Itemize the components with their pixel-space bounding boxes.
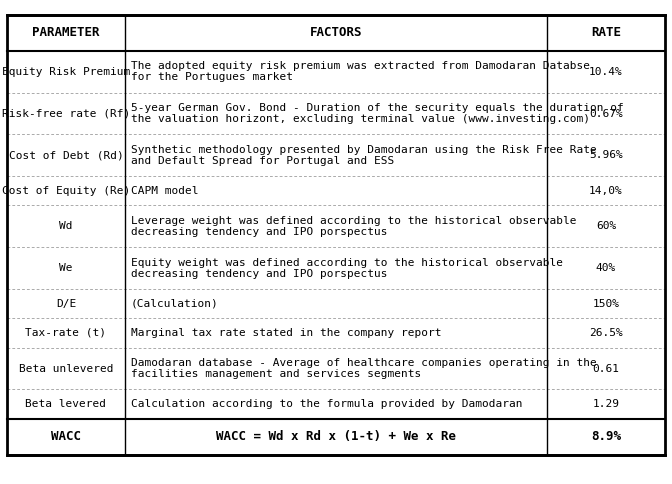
Text: 10.4%: 10.4% — [589, 67, 623, 77]
Text: facilities management and services segments: facilities management and services segme… — [130, 369, 421, 379]
Text: Leverage weight was defined according to the historical observable: Leverage weight was defined according to… — [130, 216, 576, 226]
Text: FACTORS: FACTORS — [310, 26, 362, 39]
Text: 0.67%: 0.67% — [589, 108, 623, 119]
Text: Synthetic methodology presented by Damodaran using the Risk Free Rate: Synthetic methodology presented by Damod… — [130, 145, 596, 155]
Text: Tax-rate (t): Tax-rate (t) — [26, 328, 106, 338]
Text: and Default Spread for Portugal and ESS: and Default Spread for Portugal and ESS — [130, 156, 394, 166]
Text: 40%: 40% — [596, 263, 616, 273]
Text: Marginal tax rate stated in the company report: Marginal tax rate stated in the company … — [130, 328, 441, 338]
Text: (Calculation): (Calculation) — [130, 299, 218, 309]
Text: 150%: 150% — [593, 299, 620, 309]
Text: 0.61: 0.61 — [593, 363, 620, 374]
Text: D/E: D/E — [56, 299, 76, 309]
Text: Beta levered: Beta levered — [26, 399, 106, 409]
Text: Wd: Wd — [59, 221, 73, 231]
Text: RATE: RATE — [591, 26, 621, 39]
Text: Calculation according to the formula provided by Damodaran: Calculation according to the formula pro… — [130, 399, 522, 409]
Text: Cost of Debt (Rd): Cost of Debt (Rd) — [9, 151, 124, 160]
Text: 26.5%: 26.5% — [589, 328, 623, 338]
Text: 5-year German Gov. Bond - Duration of the security equals the duration of: 5-year German Gov. Bond - Duration of th… — [130, 103, 624, 113]
Text: the valuation horizont, excluding terminal value (www.investing.com): the valuation horizont, excluding termin… — [130, 114, 589, 124]
Text: Risk-free rate (Rf): Risk-free rate (Rf) — [2, 108, 130, 119]
Text: Equity weight was defined according to the historical observable: Equity weight was defined according to t… — [130, 258, 562, 268]
Text: 60%: 60% — [596, 221, 616, 231]
Text: WACC = Wd x Rd x (1-t) + We x Re: WACC = Wd x Rd x (1-t) + We x Re — [216, 430, 456, 443]
Text: The adopted equity risk premium was extracted from Damodaran Databse: The adopted equity risk premium was extr… — [130, 61, 589, 72]
Text: Cost of Equity (Re): Cost of Equity (Re) — [2, 186, 130, 196]
Text: 1.29: 1.29 — [593, 399, 620, 409]
Text: WACC: WACC — [51, 430, 81, 443]
Text: 5.96%: 5.96% — [589, 151, 623, 160]
Text: decreasing tendency and IPO porspectus: decreasing tendency and IPO porspectus — [130, 269, 387, 278]
Text: 14,0%: 14,0% — [589, 186, 623, 196]
Text: Beta unlevered: Beta unlevered — [19, 363, 114, 374]
Text: decreasing tendency and IPO porspectus: decreasing tendency and IPO porspectus — [130, 227, 387, 237]
Text: We: We — [59, 263, 73, 273]
Text: Equity Risk Premium: Equity Risk Premium — [2, 67, 130, 77]
Text: PARAMETER: PARAMETER — [32, 26, 99, 39]
Text: for the Portugues market: for the Portugues market — [130, 72, 292, 82]
Text: 8.9%: 8.9% — [591, 430, 621, 443]
Text: CAPM model: CAPM model — [130, 186, 198, 196]
Text: Damodaran database - Average of healthcare companies operating in the: Damodaran database - Average of healthca… — [130, 358, 596, 368]
